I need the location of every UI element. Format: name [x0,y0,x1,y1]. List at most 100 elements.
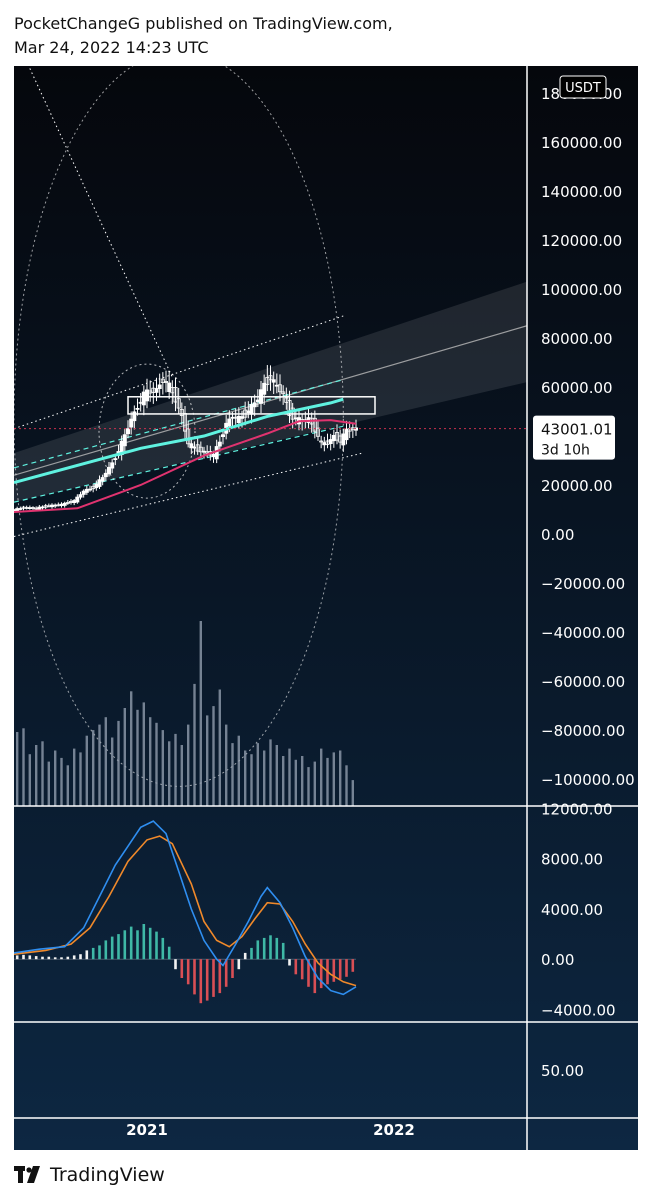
candle-body [341,433,346,446]
candle-body [40,506,45,509]
candle-body [192,446,197,449]
candle-body [277,384,282,393]
macd-histogram-bar [22,954,25,960]
candle-body [160,378,165,383]
volume-bar [269,739,272,806]
volume-bar [174,733,177,806]
macd-histogram-bar [288,959,291,966]
macd-histogram-bar [60,957,63,960]
volume-bar [256,743,259,806]
candle-body [252,402,257,408]
small-dotted-circle [98,363,196,499]
candle-body [144,389,149,402]
volume-bar [326,757,329,806]
macd-histogram-bar [345,959,348,977]
volume-bar [98,724,101,806]
macd-histogram-bar [313,959,317,994]
candle-body [268,375,273,381]
volume-bar [85,735,88,806]
volume-bar [168,741,171,806]
candle-body [141,391,146,406]
candle-body [97,479,102,487]
volume-bar [225,724,228,806]
candle-body [88,488,93,491]
macd-histogram-bar [199,959,203,1004]
macd-histogram-bar [85,950,89,960]
pink-moving-average [14,419,357,513]
macd-histogram-bar [319,959,323,989]
candle-body [100,477,105,482]
macd-histogram-bar [91,947,95,960]
publication-header: PocketChangeG published on TradingView.c… [14,12,393,60]
volume-bar [16,732,19,806]
volume-bar [60,757,63,806]
volume-bar [212,706,215,806]
volume-bar [117,720,120,806]
candle-body [274,384,279,387]
price-tick-label: −80000.00 [541,722,625,740]
volume-bar [301,756,304,806]
candle-body [198,446,203,453]
candle-body [173,387,178,403]
publisher-line: PocketChangeG published on TradingView.c… [14,14,393,33]
volume-bar [345,765,348,806]
volume-bar [22,728,25,806]
volume-bar [104,717,107,806]
macd-histogram-bar [180,959,184,978]
candle-body [179,408,184,416]
candle-body [201,450,206,453]
volume-bar [35,745,38,806]
candle-body [220,434,225,438]
candle-body [59,503,64,507]
candle-body [18,508,23,510]
candle-body [312,417,317,432]
macd-histogram-bar [212,959,215,997]
candle-body [122,434,127,447]
countdown-value: 3d 10h [541,443,590,459]
macd-histogram-bar [66,956,70,960]
volume-bar [332,752,335,806]
candle-body [62,502,67,506]
candle-body [154,388,159,393]
macd-signal-line [14,835,357,987]
candle-body [78,494,83,498]
volume-bar [142,702,145,806]
volume-bar [294,759,297,806]
macd-histogram-bar [281,942,285,960]
candle-body [107,466,112,475]
macd-histogram-bar [104,940,108,960]
volume-bar [130,691,133,806]
axes: 180000.00160000.00140000.00120000.001000… [14,66,638,1150]
price-pane[interactable] [12,51,527,806]
macd-histogram-bar [262,937,266,960]
candle-body [293,417,298,420]
candle-body [271,379,276,383]
macd-histogram-bar [294,959,298,975]
volume-bar [263,750,266,806]
upper-cyan-channel [14,379,344,469]
macd-pane[interactable] [14,820,357,1004]
macd-histogram-bar [237,959,241,970]
chart-background [14,66,638,1150]
candle-body [230,416,235,419]
candle-body [135,407,140,410]
candle-body [214,446,219,460]
volume-bar [250,754,253,806]
tradingview-footer: TradingView [14,1162,165,1188]
volume-bar [149,717,152,806]
candle-body [227,418,232,427]
currency-label: USDT [565,81,601,96]
price-tick-label: 140000.00 [541,183,622,201]
macd-histogram-bar [15,955,19,960]
macd-histogram-bar [117,934,120,960]
price-tick-label: 120000.00 [541,232,622,250]
macd-histogram-bar [300,959,304,980]
volume-bar [199,621,202,806]
price-tick-label: 80000.00 [541,330,613,348]
publish-date-line: Mar 24, 2022 14:23 UTC [14,38,209,57]
price-tick-label: 100000.00 [541,281,622,299]
volume-bar [193,683,196,806]
price-tick-label: −40000.00 [541,624,625,642]
macd-histogram-bar [243,952,247,960]
